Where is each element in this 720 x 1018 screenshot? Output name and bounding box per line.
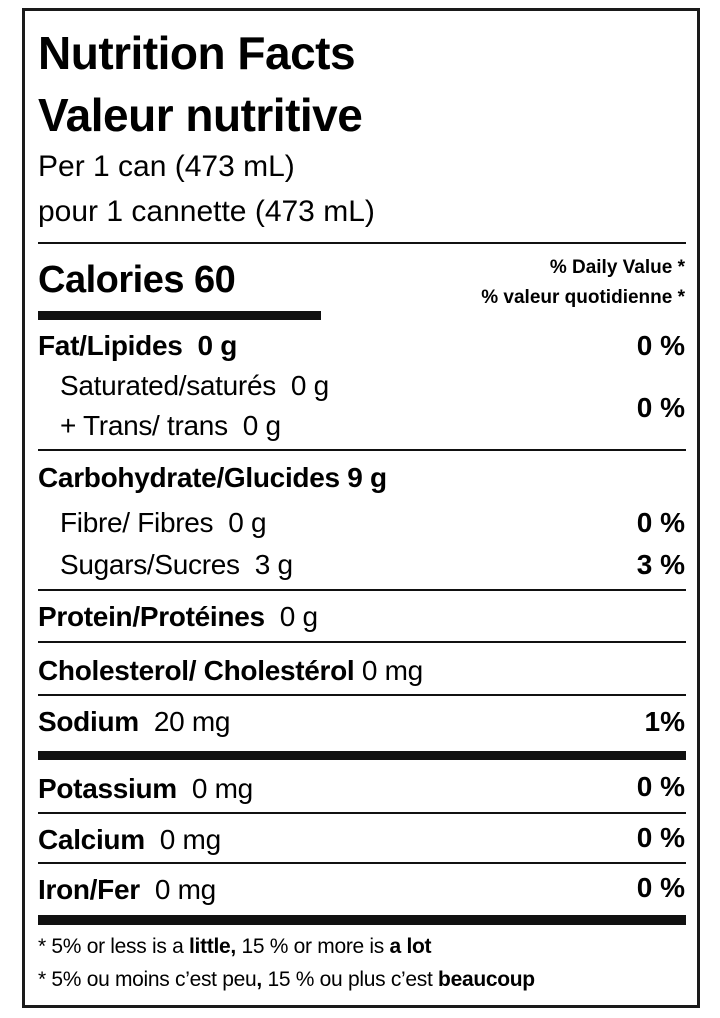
trans-row: + Trans/ trans 0 g bbox=[60, 410, 281, 441]
divider bbox=[38, 812, 686, 814]
saturated-row: Saturated/saturés 0 g bbox=[60, 370, 329, 401]
daily-value-header-en: % Daily Value * bbox=[549, 257, 685, 278]
divider bbox=[38, 694, 686, 696]
serving-fr: pour 1 cannette (473 mL) bbox=[38, 195, 375, 228]
fat-dv: 0 % bbox=[636, 330, 685, 361]
sat-trans-dv: 0 % bbox=[636, 392, 685, 423]
sodium-row: Sodium 20 mg bbox=[38, 706, 231, 737]
sugars-dv: 3 % bbox=[636, 549, 685, 580]
serving-en: Per 1 can (473 mL) bbox=[38, 150, 295, 183]
title-en: Nutrition Facts bbox=[38, 27, 356, 79]
thick-divider bbox=[38, 751, 686, 760]
iron-dv: 0 % bbox=[636, 872, 685, 903]
calcium-dv: 0 % bbox=[636, 822, 685, 853]
divider bbox=[38, 449, 686, 451]
cholesterol-row: Cholesterol/ Cholestérol 0 mg bbox=[38, 655, 423, 686]
fibre-row: Fibre/ Fibres 0 g bbox=[60, 507, 267, 538]
footnote-en: * 5% or less is a little, 15 % or more i… bbox=[38, 935, 432, 958]
potassium-row: Potassium 0 mg bbox=[38, 773, 253, 804]
fibre-dv: 0 % bbox=[636, 507, 685, 538]
calories-bar bbox=[38, 311, 321, 320]
divider bbox=[38, 641, 686, 643]
footnote-fr: * 5% ou moins c’est peu, 15 % ou plus c’… bbox=[38, 968, 535, 991]
protein-row: Protein/Protéines 0 g bbox=[38, 601, 318, 632]
sugars-row: Sugars/Sucres 3 g bbox=[60, 549, 293, 580]
sodium-dv: 1% bbox=[644, 706, 685, 737]
divider bbox=[38, 862, 686, 864]
thick-divider bbox=[38, 915, 686, 925]
divider bbox=[38, 242, 686, 244]
iron-row: Iron/Fer 0 mg bbox=[38, 874, 216, 905]
label-border bbox=[22, 8, 700, 1008]
carb-row: Carbohydrate/Glucides 9 g bbox=[38, 462, 387, 493]
fat-row: Fat/Lipides 0 g bbox=[38, 330, 238, 361]
potassium-dv: 0 % bbox=[636, 771, 685, 802]
calories: Calories 60 bbox=[38, 259, 236, 301]
daily-value-header-fr: % valeur quotidienne * bbox=[481, 287, 685, 308]
calcium-row: Calcium 0 mg bbox=[38, 824, 221, 855]
divider bbox=[38, 589, 686, 591]
title-fr: Valeur nutritive bbox=[38, 89, 363, 141]
